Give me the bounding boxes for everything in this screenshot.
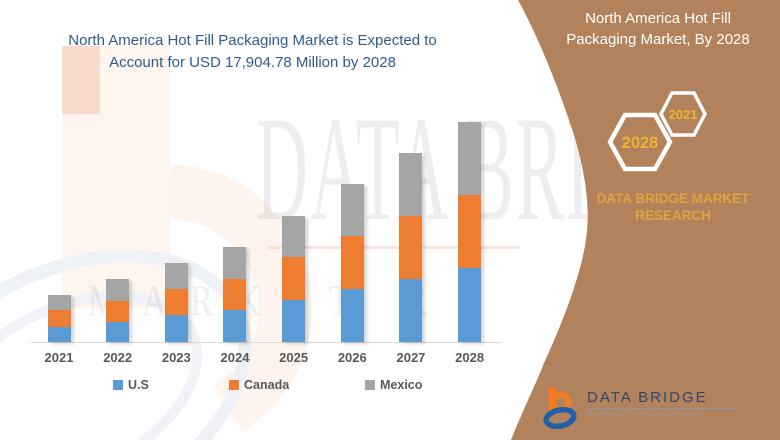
legend-label-canada: Canada	[244, 378, 290, 392]
stacked-bar-2027	[399, 152, 423, 342]
bar-segment-us	[399, 278, 423, 342]
bar-segment-mexico	[47, 294, 71, 310]
hexagon-2028	[607, 112, 673, 172]
watermark-text-small-value: MARKET RESEARCH	[88, 279, 431, 323]
watermark-stem-dark	[62, 46, 100, 114]
hexagon-2028-year: 2028	[622, 134, 659, 152]
stacked-bar-2026	[340, 184, 364, 342]
footer-logo-text: DATA BRIDGE MARKET RESEARCH	[587, 386, 739, 418]
x-axis-line	[31, 342, 501, 343]
bar-segment-us	[340, 289, 364, 342]
bar-segment-us	[223, 310, 247, 342]
chart-title: North America Hot Fill Packaging Market …	[30, 30, 475, 74]
bar-segment-mexico	[340, 184, 364, 237]
bar-segment-canada	[106, 300, 130, 322]
bar-segment-mexico	[458, 122, 482, 196]
bar-segment-us	[164, 314, 188, 342]
bar-segment-mexico	[282, 215, 306, 257]
x-axis-tick-2028: 2028	[455, 350, 485, 365]
stacked-bar-2025	[282, 215, 306, 342]
watermark-text-large-value: DATA BRI	[256, 86, 592, 252]
watermark-text-large: DATA BRI	[256, 94, 592, 244]
legend-item-canada: Canada	[229, 378, 289, 392]
chart-title-line2: Account for USD 17,904.78 Million by 202…	[109, 54, 396, 71]
bar-segment-canada	[399, 215, 423, 279]
data-bridge-logo-icon	[543, 387, 577, 430]
bar-segment-canada	[164, 288, 188, 315]
legend-item-us: U.S	[113, 378, 149, 392]
logo-subtitle: MARKET RESEARCH	[587, 411, 702, 418]
hexagon-2021	[659, 91, 707, 137]
x-axis-tick-2025: 2025	[279, 350, 309, 365]
watermark-bowl-arc	[169, 165, 313, 432]
watermark-text-small: MARKET RESEARCH	[88, 279, 431, 323]
stacked-bar-2022	[106, 279, 130, 342]
bar-segment-canada	[340, 236, 364, 290]
legend-label-us: U.S	[128, 378, 149, 392]
logo-name: DATA BRIDGE	[587, 386, 739, 409]
bar-segment-mexico	[164, 262, 188, 289]
legend-label-mexico: Mexico	[380, 378, 423, 392]
hexagon-2021-year: 2021	[669, 107, 698, 122]
sidebar-panel-shape	[511, 0, 780, 440]
watermark-pink-line	[268, 246, 520, 249]
logo-icon-swoosh	[543, 406, 577, 430]
bar-segment-canada	[223, 279, 247, 311]
bar-segment-mexico	[399, 152, 423, 216]
x-axis-tick-2027: 2027	[396, 350, 426, 365]
sidebar-brand-text: DATA BRIDGE MARKET RESEARCH	[596, 191, 750, 223]
bar-segment-us	[47, 326, 71, 342]
watermark-swoosh-inner	[0, 291, 203, 440]
watermark-logo-shapes	[0, 46, 520, 440]
x-axis-tick-2023: 2023	[161, 350, 191, 365]
legend-item-mexico: Mexico	[365, 378, 422, 392]
x-axis-tick-2026: 2026	[337, 350, 367, 365]
legend-swatch-mexico	[365, 380, 375, 390]
sidebar-title: North America Hot Fill Packaging Market,…	[566, 10, 750, 48]
stacked-bar-2023	[164, 262, 188, 342]
stacked-bar-2021	[47, 294, 71, 342]
bar-segment-us	[106, 321, 130, 342]
bar-segment-mexico	[106, 279, 130, 301]
legend-swatch-us	[113, 380, 123, 390]
footer-logo: DATA BRIDGE MARKET RESEARCH	[543, 386, 739, 430]
hexagon-badges: 2021 2028	[607, 91, 707, 172]
x-axis-tick-2024: 2024	[220, 350, 250, 365]
chart-title-line1: North America Hot Fill Packaging Market …	[68, 32, 437, 49]
bar-segment-us	[458, 268, 482, 342]
x-axis-tick-2021: 2021	[44, 350, 74, 365]
stacked-bar-2028	[458, 122, 482, 342]
x-axis-tick-2022: 2022	[103, 350, 133, 365]
bar-segment-canada	[47, 309, 71, 327]
stacked-bar-2024	[223, 247, 247, 342]
bar-segment-mexico	[223, 247, 247, 280]
bar-segment-canada	[458, 195, 482, 269]
bar-segment-us	[282, 299, 306, 342]
legend-swatch-canada	[229, 380, 239, 390]
sidebar-panel	[511, 0, 780, 440]
bar-segment-canada	[282, 256, 306, 300]
